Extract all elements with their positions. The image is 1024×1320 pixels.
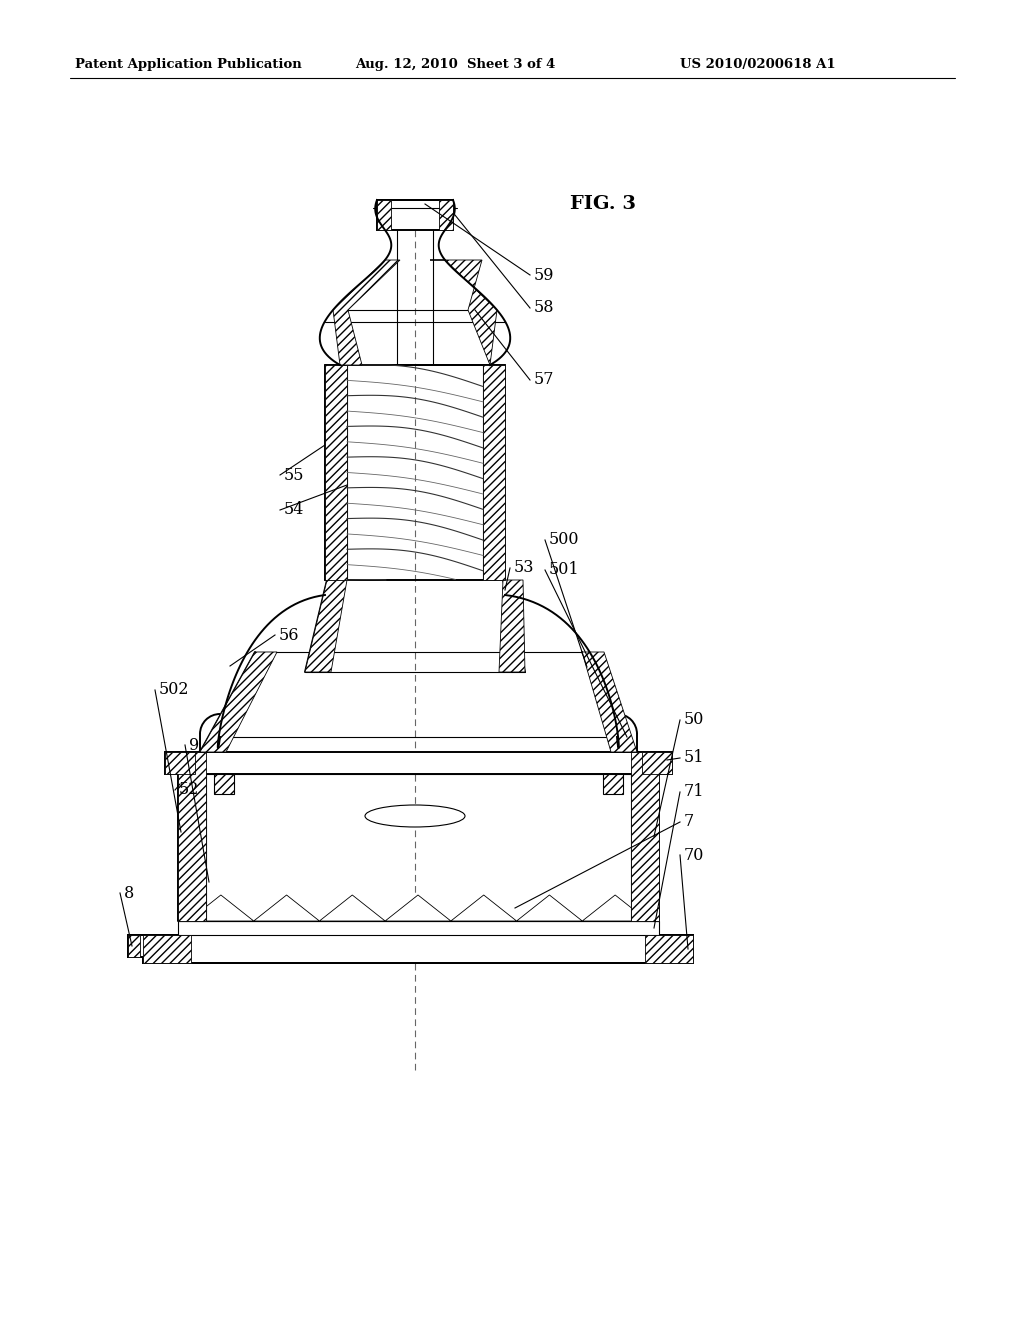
Polygon shape — [319, 895, 385, 921]
Polygon shape — [214, 774, 234, 795]
Polygon shape — [165, 752, 195, 774]
Polygon shape — [583, 895, 648, 921]
Polygon shape — [483, 366, 505, 579]
Polygon shape — [516, 895, 583, 921]
Polygon shape — [178, 752, 206, 921]
Text: 8: 8 — [124, 884, 134, 902]
Polygon shape — [128, 935, 163, 957]
Text: US 2010/0200618 A1: US 2010/0200618 A1 — [680, 58, 836, 71]
Text: 56: 56 — [279, 627, 299, 644]
Polygon shape — [200, 652, 278, 752]
Text: 58: 58 — [534, 300, 555, 317]
Polygon shape — [499, 579, 525, 672]
Polygon shape — [254, 895, 319, 921]
Text: Patent Application Publication: Patent Application Publication — [75, 58, 302, 71]
Text: 500: 500 — [549, 532, 580, 549]
Text: 7: 7 — [684, 813, 694, 830]
Polygon shape — [582, 652, 637, 752]
Polygon shape — [430, 260, 497, 366]
Text: 52: 52 — [179, 781, 200, 799]
Polygon shape — [631, 752, 659, 921]
Polygon shape — [642, 752, 672, 774]
Text: 54: 54 — [284, 502, 304, 519]
Text: 71: 71 — [684, 784, 705, 800]
Text: 55: 55 — [284, 466, 304, 483]
Polygon shape — [325, 366, 347, 579]
Text: 502: 502 — [159, 681, 189, 698]
Polygon shape — [451, 895, 516, 921]
Text: FIG. 3: FIG. 3 — [570, 195, 636, 213]
Polygon shape — [165, 752, 672, 774]
Polygon shape — [143, 935, 191, 964]
Text: 70: 70 — [684, 846, 705, 863]
Polygon shape — [143, 935, 693, 964]
Polygon shape — [128, 935, 140, 957]
Text: 59: 59 — [534, 267, 555, 284]
Polygon shape — [645, 935, 693, 964]
Text: 51: 51 — [684, 750, 705, 767]
Text: 9: 9 — [189, 737, 200, 754]
Polygon shape — [333, 260, 400, 366]
Text: 50: 50 — [684, 711, 705, 729]
Polygon shape — [603, 774, 623, 795]
Polygon shape — [439, 201, 453, 230]
Polygon shape — [385, 895, 451, 921]
Polygon shape — [377, 201, 453, 230]
Text: 53: 53 — [514, 560, 535, 577]
Text: 57: 57 — [534, 371, 555, 388]
Polygon shape — [377, 201, 391, 230]
Ellipse shape — [365, 805, 465, 828]
Text: 501: 501 — [549, 561, 580, 578]
Polygon shape — [305, 579, 347, 672]
Polygon shape — [188, 895, 254, 921]
Text: Aug. 12, 2010  Sheet 3 of 4: Aug. 12, 2010 Sheet 3 of 4 — [355, 58, 555, 71]
Polygon shape — [178, 921, 659, 935]
